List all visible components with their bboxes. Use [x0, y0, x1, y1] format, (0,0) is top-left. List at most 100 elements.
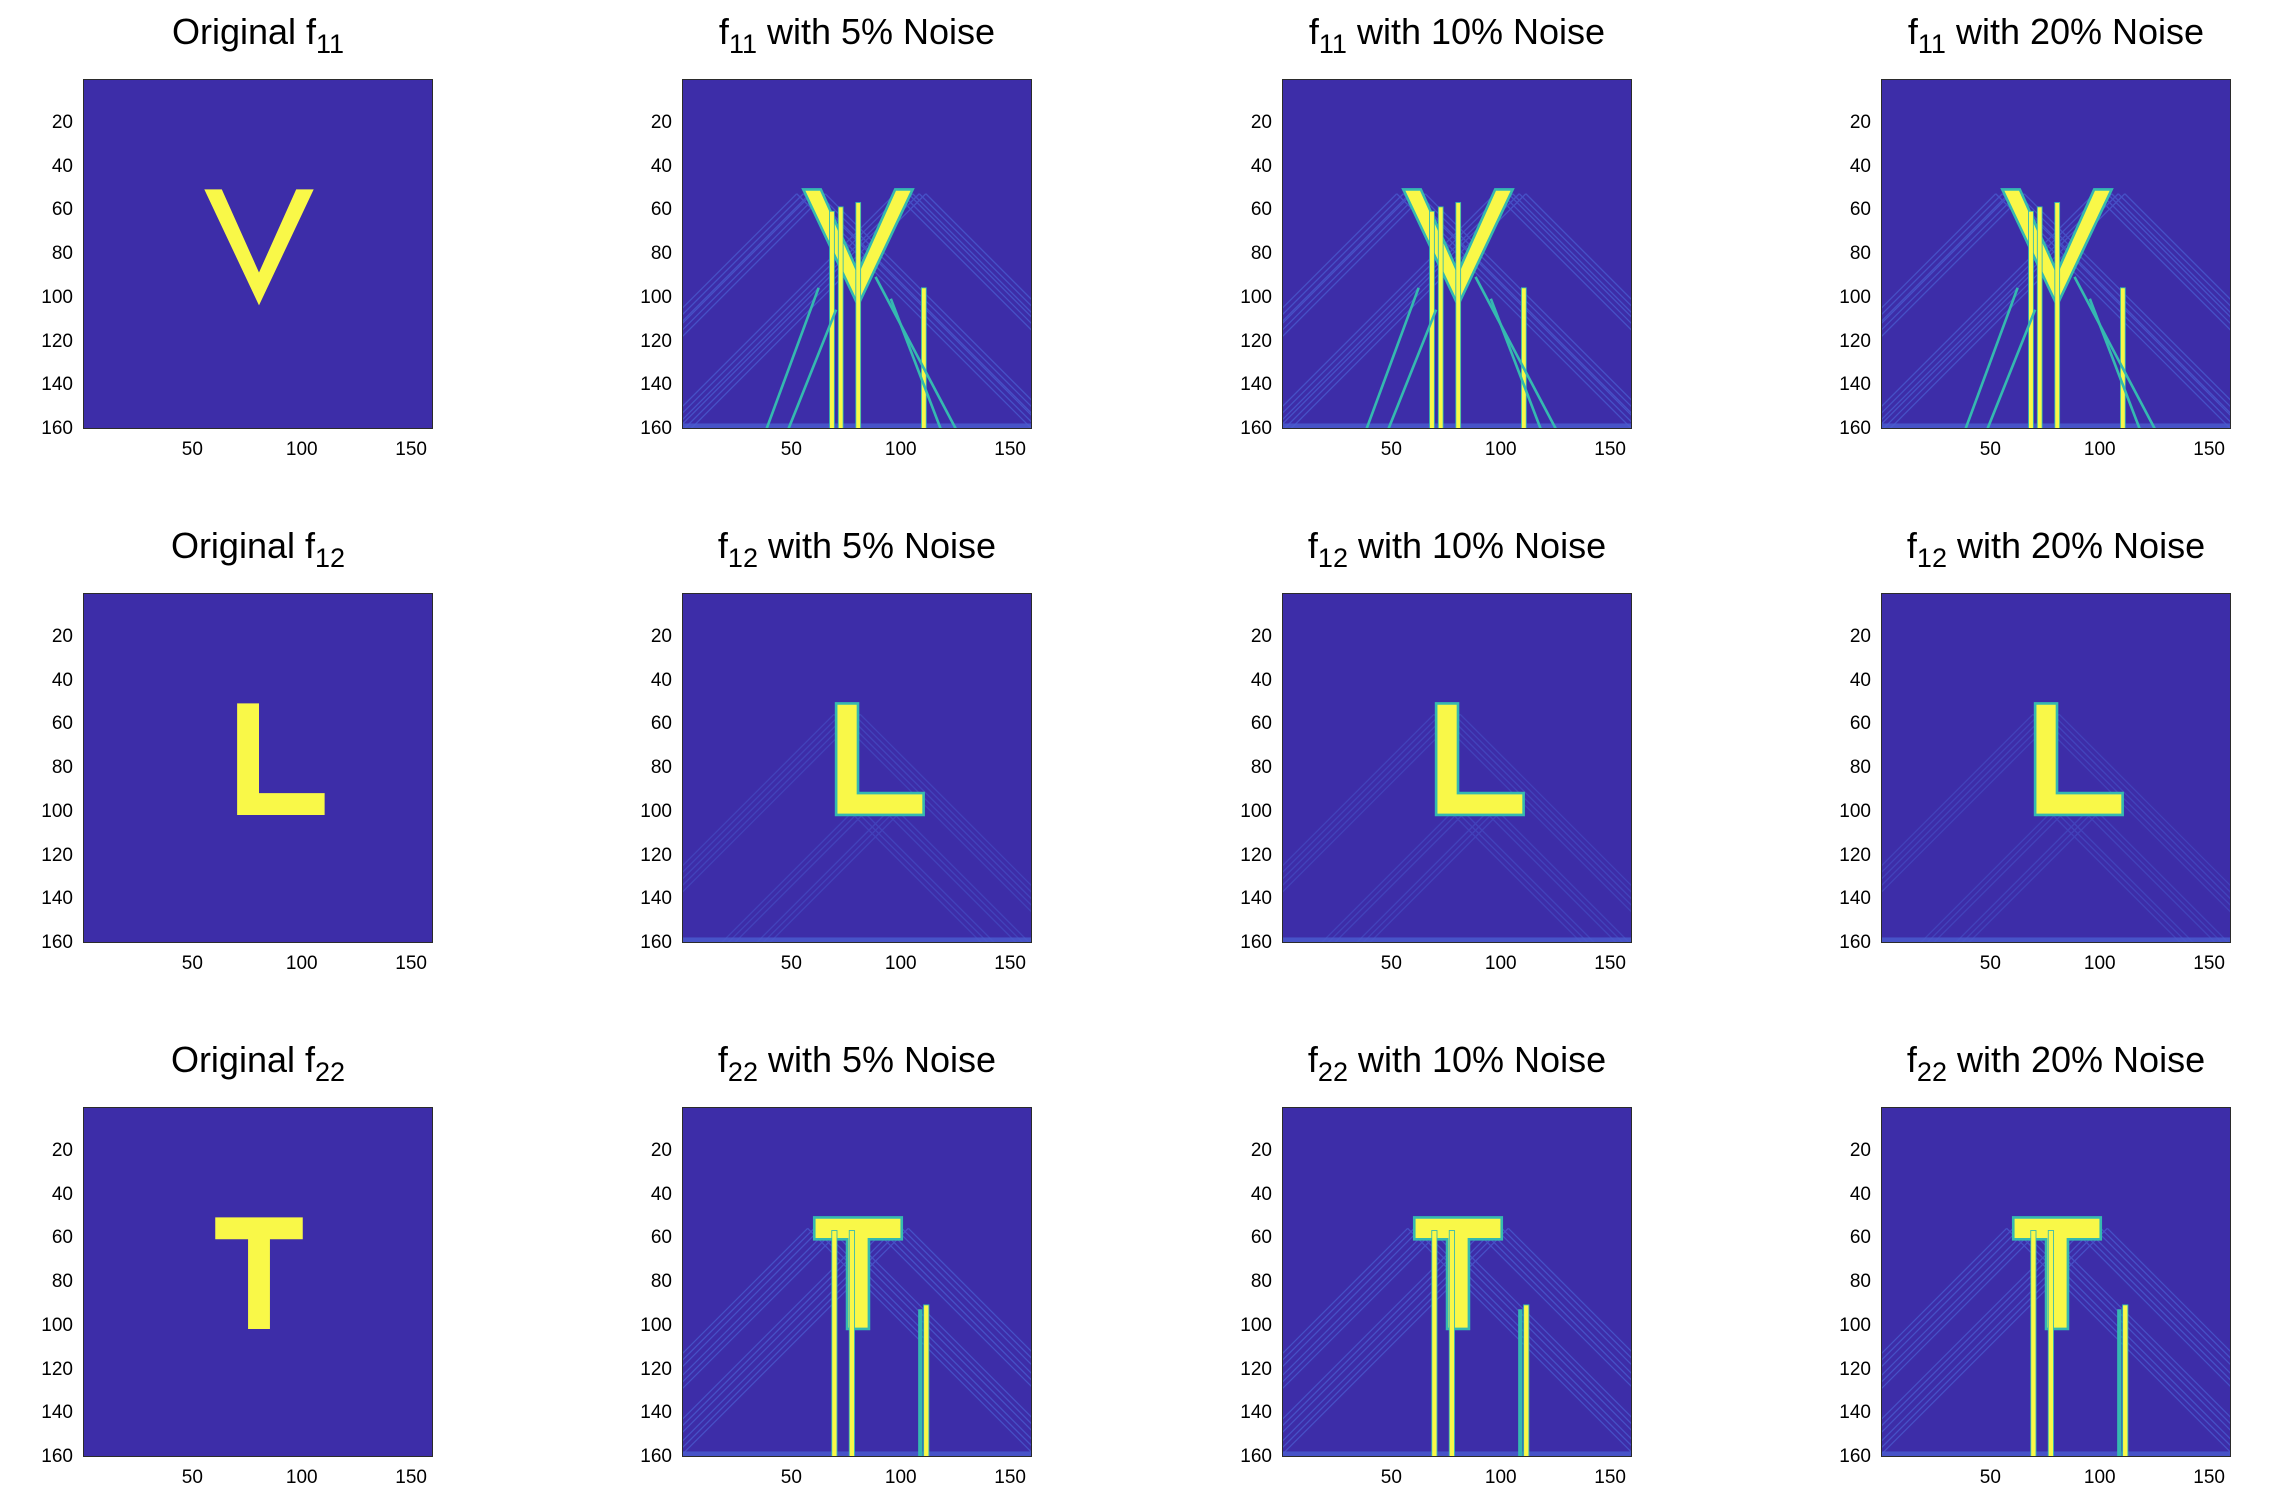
artifact-streak — [1283, 193, 1420, 331]
artifact-streak — [683, 193, 826, 337]
artifact-streak — [1283, 713, 1448, 880]
artifact-streak — [683, 193, 804, 315]
title-subscript: 22 — [1916, 1057, 1947, 1087]
y-tick-label: 160 — [1839, 932, 1871, 953]
y-tick-label: 140 — [41, 888, 73, 910]
artifact-streak — [734, 812, 866, 942]
title-text: f — [717, 1039, 728, 1080]
diagonal-streak — [1387, 309, 1438, 428]
title-text-suffix: with 20% Noise — [1946, 525, 2206, 566]
letter-l-shape — [1434, 702, 1525, 817]
title-subscript: 11 — [728, 29, 757, 59]
y-tick-label: 140 — [1839, 374, 1871, 396]
x-tick-label: 50 — [1979, 439, 2001, 460]
y-tick-label: 100 — [1240, 800, 1272, 822]
x-tick-label: 100 — [884, 953, 917, 974]
artifact-streak — [1283, 713, 1461, 893]
bottom-noise-band — [1882, 937, 2230, 942]
x-tick-label: 100 — [1484, 1467, 1517, 1488]
artifact-streak — [2093, 1227, 2230, 1366]
title-text: f — [1906, 525, 1917, 566]
x-tick-label: 100 — [2083, 1467, 2116, 1488]
streak-group — [1283, 713, 1631, 942]
x-tick-label: 150 — [2193, 953, 2225, 974]
artifact-streak — [683, 193, 811, 322]
artifact-streak — [1435, 1227, 1631, 1425]
artifact-streak — [1369, 812, 1501, 942]
letter-t-shape — [215, 1217, 303, 1329]
artifact-streak — [1882, 713, 2034, 867]
y-tick-label: 20 — [1250, 625, 1272, 647]
artifact-streak — [879, 1227, 1031, 1381]
title-text: Original f — [170, 525, 315, 566]
artifact-streak — [1525, 193, 1631, 300]
vertical-streak-faint — [1518, 1309, 1523, 1456]
heatmap-plot-0-2 — [1282, 79, 1632, 429]
artifact-streak — [1882, 193, 2019, 331]
artifact-streak — [1518, 193, 1631, 307]
vertical-streak — [2054, 202, 2061, 428]
diagonal-streak — [1986, 309, 2037, 428]
heatmap-plot-1-1 — [682, 593, 1032, 943]
artifact-streak — [1920, 812, 2051, 942]
artifact-streak — [1334, 812, 1466, 942]
artifact-streak — [1494, 193, 1631, 331]
x-tick-label: 50 — [1380, 953, 1402, 974]
x-tick-label: 150 — [1594, 953, 1626, 974]
artifact-streak — [899, 812, 1030, 942]
chart-title: f12 with 10% Noise — [1197, 525, 1717, 572]
heatmap-svg — [683, 1108, 1031, 1456]
title-text: f — [1307, 1039, 1318, 1080]
artifact-streak — [683, 193, 813, 324]
title-subscript: 22 — [1317, 1057, 1348, 1087]
x-tick-label: 100 — [1484, 953, 1517, 974]
y-tick-label: 20 — [1849, 111, 1871, 133]
artifact-streak — [1882, 713, 2054, 886]
heatmap-plot-2-0 — [83, 1107, 433, 1457]
x-tick-label: 100 — [285, 1467, 318, 1488]
y-tick-label: 40 — [1849, 1183, 1871, 1205]
y-tick-label: 160 — [41, 932, 73, 953]
artifact-streak — [925, 193, 1031, 300]
y-tick-label: 100 — [640, 1314, 672, 1336]
artifact-streak — [2078, 1227, 2230, 1381]
artifact-streak — [1327, 812, 1459, 942]
artifact-streak — [885, 812, 1017, 942]
vertical-streak — [1437, 206, 1444, 428]
artifact-streak — [1485, 1227, 1631, 1374]
artifact-streak — [1882, 713, 2040, 873]
diagonal-streak — [765, 287, 820, 428]
y-tick-label: 100 — [1839, 800, 1871, 822]
heatmap-svg — [84, 1108, 432, 1456]
y-tick-label: 80 — [51, 243, 73, 264]
y-tick-label: 120 — [640, 330, 672, 352]
x-tick-label: 50 — [780, 1467, 802, 1488]
artifact-streak — [918, 193, 1031, 307]
artifact-streak — [1961, 812, 2093, 942]
y-tick-label: 80 — [1849, 1271, 1871, 1292]
y-tick-label: 160 — [1839, 1446, 1871, 1467]
artifact-streak — [835, 1227, 1031, 1425]
y-tick-label: 160 — [41, 1446, 73, 1467]
artifact-streak — [756, 812, 887, 942]
artifact-streak — [1512, 193, 1631, 313]
y-tick-label: 40 — [1250, 155, 1272, 177]
x-tick-label: 150 — [395, 953, 427, 974]
artifact-streak — [1492, 812, 1624, 942]
title-text: f — [718, 11, 729, 52]
title-subscript: 22 — [727, 1057, 758, 1087]
y-tick-label: 40 — [51, 1183, 73, 1205]
artifact-streak — [2052, 713, 2230, 893]
artifact-streak — [2045, 713, 2230, 900]
vertical-streak — [923, 1304, 930, 1456]
artifact-streak — [1283, 1227, 1444, 1389]
artifact-streak — [683, 1227, 822, 1368]
x-tick-label: 100 — [884, 1467, 917, 1488]
artifact-streak — [1882, 713, 2047, 880]
artifact-streak — [2023, 193, 2230, 401]
y-tick-label: 100 — [41, 1314, 73, 1336]
artifact-streak — [1882, 1227, 2008, 1354]
heatmap-svg — [84, 594, 432, 942]
streak-group — [683, 713, 1031, 942]
chart-title: f11 with 5% Noise — [597, 11, 1117, 58]
